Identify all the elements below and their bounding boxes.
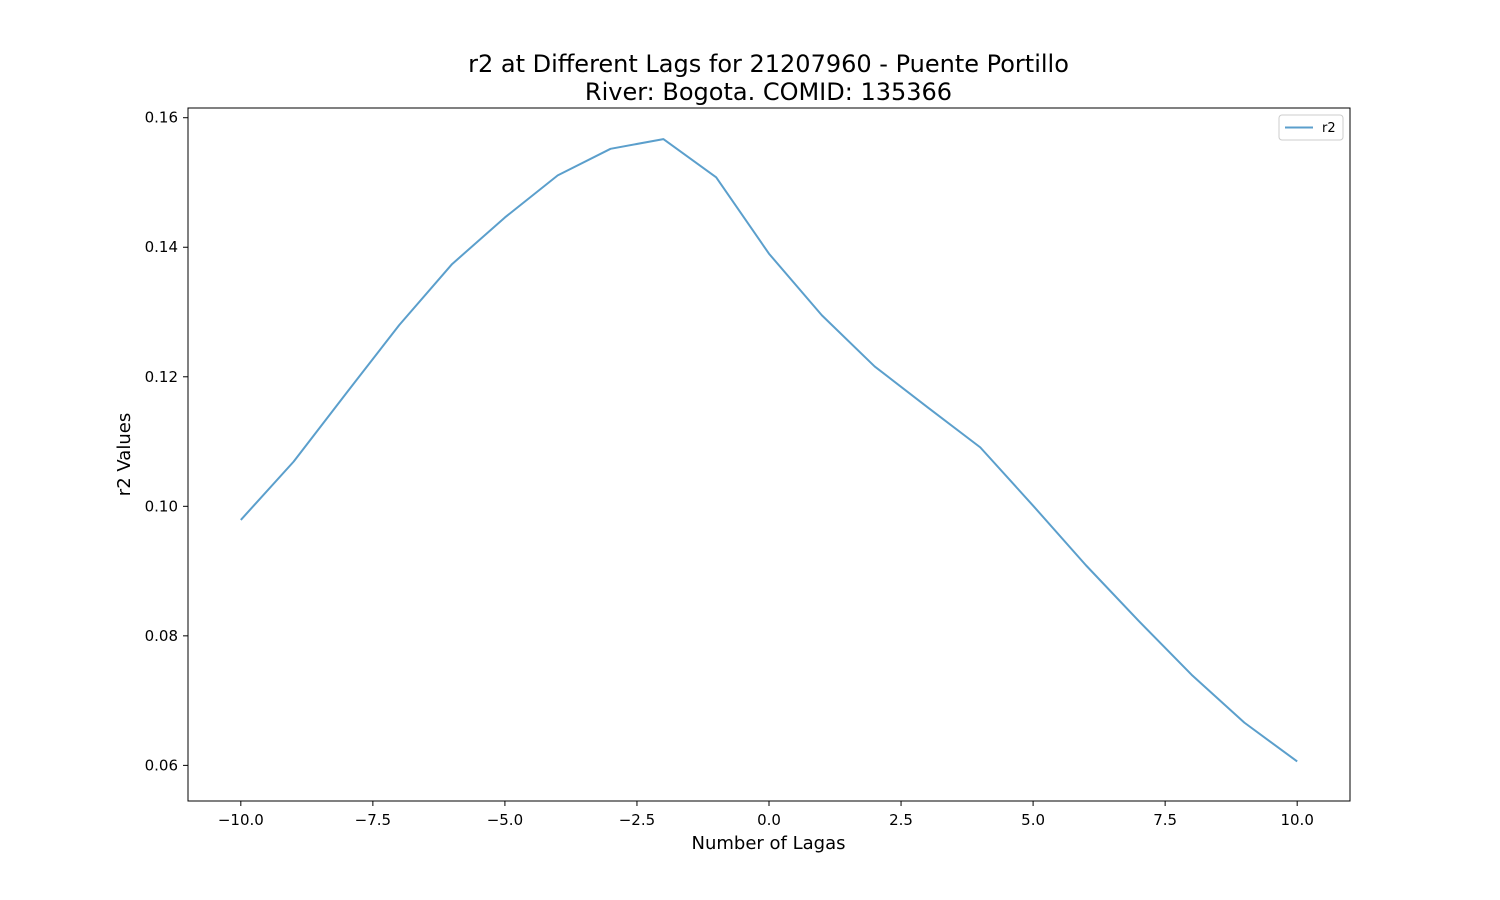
x-tick-label: 5.0 [1021, 811, 1045, 829]
x-tick-label: −2.5 [619, 811, 655, 829]
plot-area [240, 138, 1298, 763]
x-tick-label: 0.0 [757, 811, 781, 829]
legend-label-r2: r2 [1322, 121, 1336, 136]
data-point [715, 176, 717, 178]
data-point [1138, 620, 1140, 622]
legend: r2 [1278, 114, 1344, 141]
data-point [610, 148, 612, 150]
data-point [979, 446, 981, 448]
data-point [293, 461, 295, 463]
y-axis-label: r2 Values [114, 413, 135, 496]
x-axis: −10.0 −7.5 −5.0 −2.5 0.0 2.5 5.0 7.5 10.0 [218, 801, 1314, 829]
y-tick-label: 0.10 [145, 497, 178, 515]
data-point [1243, 722, 1245, 724]
data-point [662, 138, 664, 140]
data-point [240, 519, 242, 521]
data-point [1032, 505, 1034, 507]
x-tick-label: 7.5 [1153, 811, 1177, 829]
data-point [398, 324, 400, 326]
data-point [1296, 760, 1298, 762]
y-axis: 0.06 0.08 0.10 0.12 0.14 0.16 [145, 109, 188, 774]
data-point [926, 406, 928, 408]
x-tick-label: −7.5 [355, 811, 391, 829]
data-point [1191, 674, 1193, 676]
chart-subtitle: River: Bogota. COMID: 135366 [585, 78, 952, 106]
x-tick-label: 2.5 [889, 811, 913, 829]
data-point [874, 365, 876, 367]
data-point [557, 174, 559, 176]
y-tick-label: 0.16 [145, 109, 178, 127]
data-point [768, 253, 770, 255]
plot-frame [187, 107, 1351, 802]
x-tick-label: −5.0 [487, 811, 523, 829]
series-line-r2 [240, 138, 1298, 763]
data-point [451, 263, 453, 265]
chart-title: r2 at Different Lags for 21207960 - Puen… [468, 50, 1069, 78]
data-point [1085, 564, 1087, 566]
data-point [821, 314, 823, 316]
x-axis-label: Number of Lagas [692, 833, 846, 854]
y-tick-label: 0.14 [145, 238, 178, 256]
y-tick-label: 0.08 [145, 627, 178, 645]
x-tick-label: 10.0 [1280, 811, 1313, 829]
data-point [345, 392, 347, 394]
data-point [504, 216, 506, 218]
x-tick-label: −10.0 [218, 811, 264, 829]
y-tick-label: 0.12 [145, 368, 178, 386]
y-tick-label: 0.06 [145, 756, 178, 774]
